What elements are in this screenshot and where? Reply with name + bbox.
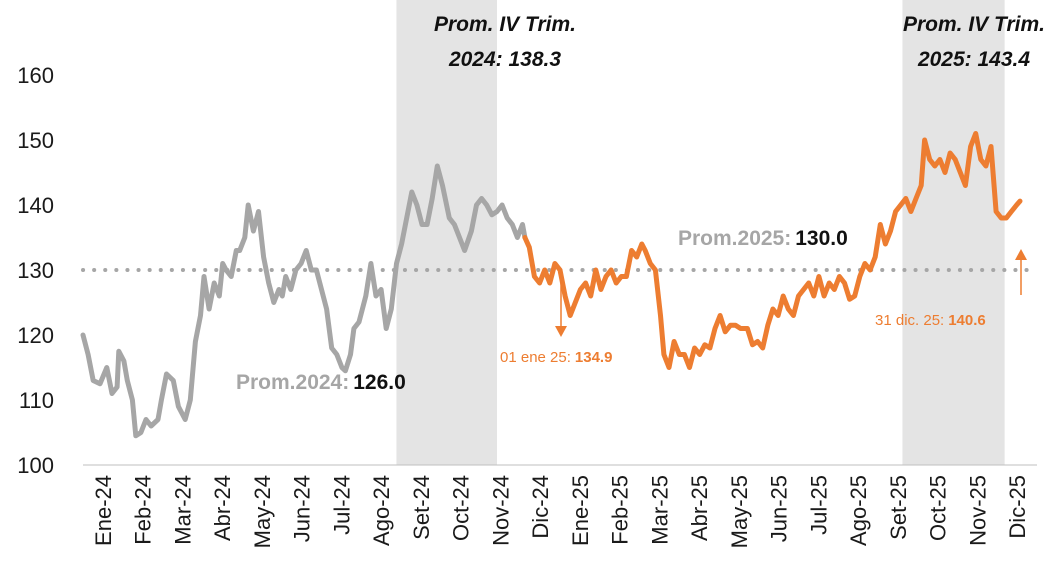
x-tick-jul-25: Jul-25 <box>806 475 831 535</box>
x-tick-jun-25: Jun-25 <box>767 475 792 542</box>
last-day-value: 140.6 <box>948 312 986 329</box>
x-tick-may-24: May-24 <box>250 475 275 548</box>
x-tick-dic-24: Dic-24 <box>528 475 553 539</box>
y-tick-130: 130 <box>17 258 54 283</box>
series-lines <box>80 131 1023 439</box>
x-tick-dic-25: Dic-25 <box>1005 475 1030 539</box>
first-day-arrow-head <box>555 326 567 337</box>
x-tick-ene-24: Ene-24 <box>91 475 116 546</box>
y-axis-tick-labels: 100 110 120 130 140 150 160 <box>17 63 54 478</box>
x-tick-jul-24: Jul-24 <box>329 475 354 535</box>
avg-2024-annotation: Prom.2024: 126.0 <box>236 371 406 394</box>
last-day-annotation: 31 dic. 25: 140.6 <box>875 312 986 329</box>
first-day-label: 01 ene 25: <box>500 349 571 366</box>
x-tick-nov-25: Nov-25 <box>965 475 990 546</box>
q4-shade-1 <box>396 0 497 465</box>
x-tick-ago-24: Ago-24 <box>369 475 394 546</box>
y-tick-150: 150 <box>17 128 54 153</box>
x-tick-feb-24: Feb-24 <box>131 475 156 545</box>
x-tick-feb-25: Feb-25 <box>608 475 633 545</box>
avg-2024-value: 126.0 <box>353 371 406 394</box>
avg-2025-annotation: Prom.2025: 130.0 <box>678 227 848 250</box>
x-tick-oct-24: Oct-24 <box>449 475 474 541</box>
x-tick-nov-24: Nov-24 <box>488 475 513 546</box>
x-tick-set-24: Set-24 <box>409 475 434 540</box>
y-tick-140: 140 <box>17 193 54 218</box>
x-tick-ene-25: Ene-25 <box>568 475 593 546</box>
first-day-annotation: 01 ene 25: 134.9 <box>500 349 612 366</box>
q4-2024-value: 2024: 138.3 <box>448 48 561 71</box>
x-tick-set-25: Set-25 <box>886 475 911 540</box>
y-tick-110: 110 <box>19 388 54 413</box>
last-day-arrow-head <box>1015 249 1027 260</box>
x-tick-may-25: May-25 <box>727 475 752 548</box>
x-tick-oct-25: Oct-25 <box>926 475 951 541</box>
q4-2024-title: Prom. IV Trim. <box>434 13 576 36</box>
avg-2025-label: Prom.2025: <box>678 227 791 250</box>
series-2025-line <box>522 131 1023 370</box>
x-tick-ago-25: Ago-25 <box>846 475 871 546</box>
x-tick-jun-24: Jun-24 <box>290 475 315 542</box>
q4-shaded-regions <box>396 0 1005 465</box>
series-2024-line <box>80 163 528 439</box>
x-axis-tick-labels: Ene-24 Feb-24 Mar-24 Abr-24 May-24 Jun-24 Jul-… <box>91 475 1030 548</box>
x-tick-abr-24: Abr-24 <box>210 475 235 541</box>
y-tick-100: 100 <box>17 453 54 478</box>
avg-2025-value: 130.0 <box>795 227 848 250</box>
x-tick-mar-24: Mar-24 <box>170 475 195 545</box>
x-tick-mar-25: Mar-25 <box>647 475 672 545</box>
q4-2025-title: Prom. IV Trim. <box>903 13 1045 36</box>
first-day-value: 134.9 <box>575 349 613 366</box>
q4-shade-2 <box>902 0 1005 465</box>
avg-2024-label: Prom.2024: <box>236 371 349 394</box>
y-tick-120: 120 <box>17 323 54 348</box>
x-tick-abr-25: Abr-25 <box>687 475 712 541</box>
y-tick-160: 160 <box>17 63 54 88</box>
q4-2025-value: 2025: 143.4 <box>917 48 1030 71</box>
last-day-label: 31 dic. 25: <box>875 312 944 329</box>
